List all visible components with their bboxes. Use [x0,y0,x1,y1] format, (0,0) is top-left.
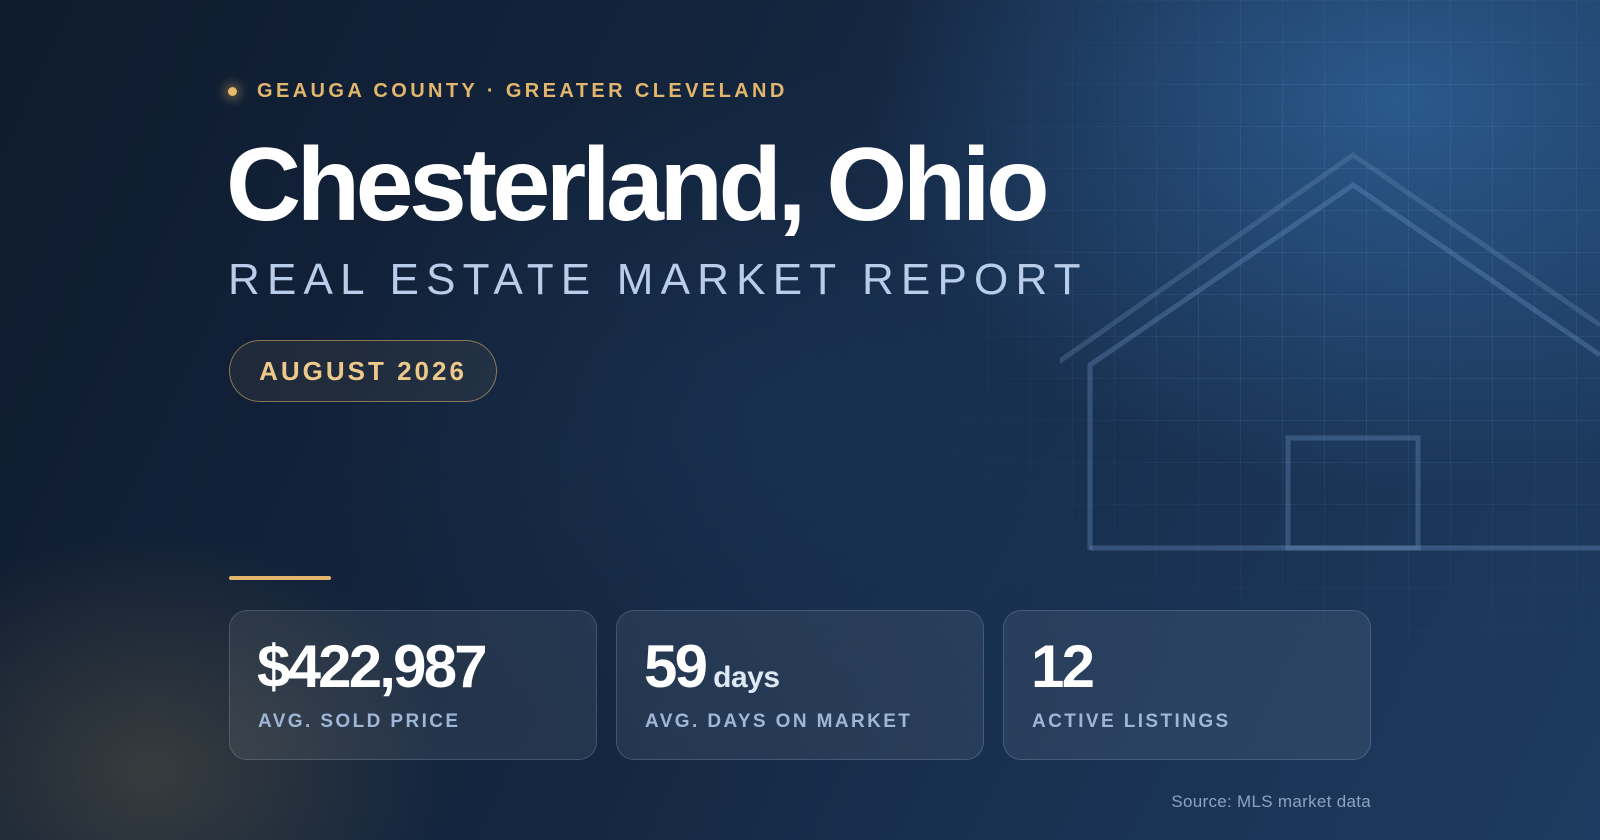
page-title: Chesterland, Ohio [226,127,1050,243]
stat-card-active-listings: 12 ACTIVE LISTINGS [1003,610,1371,760]
house-outline-icon [1060,151,1600,551]
source-note: Source: MLS market data [1171,792,1371,811]
background-grid [820,0,1600,840]
report-subtitle: REAL ESTATE MARKET REPORT [228,255,1088,304]
location-label: GEAUGA COUNTY · GREATER CLEVELAND [257,80,788,102]
accent-dot-icon [228,87,237,96]
stat-value: 59 days [644,637,780,697]
stat-unit: days [713,661,780,694]
report-date-label: AUGUST 2026 [259,355,467,386]
stat-number: 59 [644,633,708,700]
stat-label: AVG. DAYS ON MARKET [645,711,913,732]
stat-label: ACTIVE LISTINGS [1032,711,1231,732]
stat-value: $422,987 [257,637,488,697]
stat-card-avg-days-on-market: 59 days AVG. DAYS ON MARKET [616,610,984,760]
stat-number: 12 [1031,633,1095,700]
stat-label: AVG. SOLD PRICE [258,711,461,732]
accent-divider [229,576,331,580]
stat-value: 12 [1031,637,1095,697]
stat-number: $422,987 [257,633,488,700]
location-eyebrow: GEAUGA COUNTY · GREATER CLEVELAND [228,80,788,103]
report-date-badge: AUGUST 2026 [229,340,497,402]
stat-card-avg-sold-price: $422,987 AVG. SOLD PRICE [229,610,597,760]
